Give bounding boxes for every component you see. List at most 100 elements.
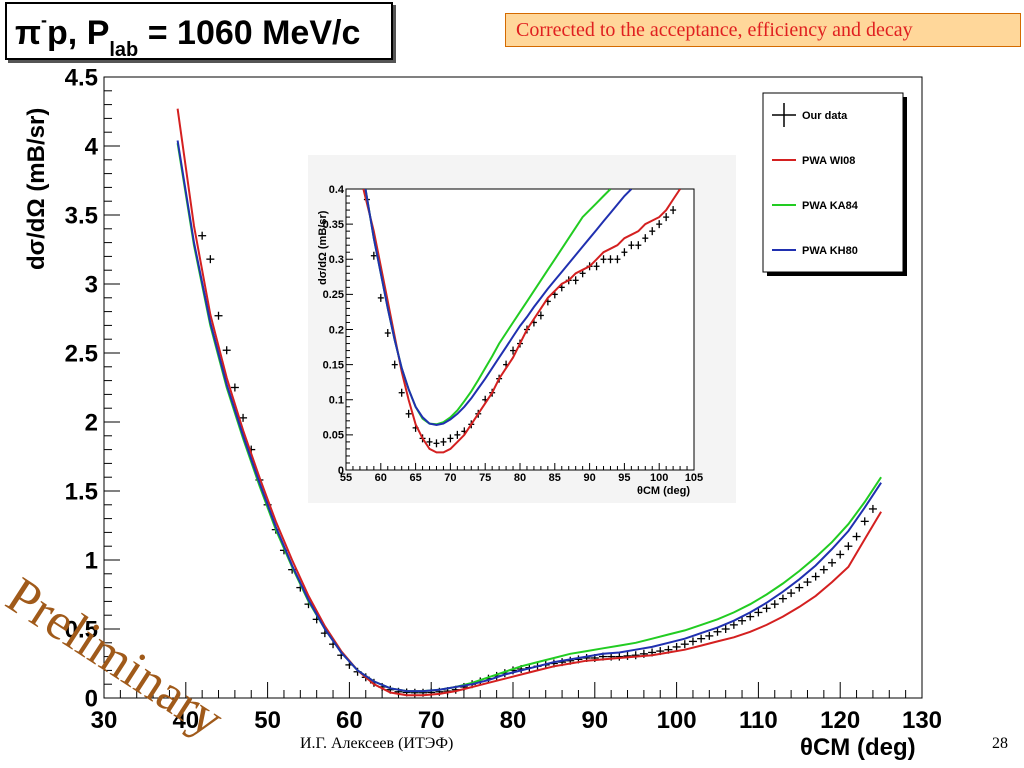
data-point (803, 578, 812, 587)
x-tick-label: 70 (418, 707, 445, 734)
data-point (868, 504, 877, 513)
data-point (778, 594, 787, 603)
legend-label: PWA KH80 (802, 245, 858, 257)
data-point (600, 255, 607, 264)
data-point (405, 409, 412, 418)
legend-entry: PWA KH80 (772, 245, 858, 257)
x-tick-label: 100 (657, 707, 697, 734)
data-point (746, 612, 755, 621)
data-point (721, 625, 730, 633)
x-tick-label: 60 (375, 472, 387, 484)
data-point (680, 640, 689, 649)
y-tick-label: 0 (85, 685, 98, 712)
x-tick-label: 50 (254, 707, 281, 734)
y-tick-label: 1.5 (65, 478, 98, 505)
main-y-axis-label: dσ/dΩ (mB/sr) (23, 108, 50, 270)
x-tick-label: 40 (172, 707, 199, 734)
y-tick-label: 0 (338, 465, 344, 477)
data-point (433, 439, 440, 448)
data-point (642, 234, 649, 243)
data-point (738, 616, 747, 625)
main-axes: 30 40 50 60 70 80 90 100 110 120 13000.511.522.533… (65, 64, 942, 734)
y-tick-label: 0.3 (329, 254, 344, 266)
data-point (623, 651, 632, 660)
y-tick-label: 0.35 (323, 219, 344, 231)
data-point (860, 517, 869, 526)
y-tick-label: 3 (85, 271, 98, 298)
plot-title-box: π-p, Plab = 1060 MeV/c (5, 2, 393, 62)
inset-series (362, 189, 681, 454)
x-tick-label: 105 (685, 472, 703, 484)
data-point (614, 255, 621, 264)
data-point (713, 627, 722, 636)
data-point (615, 652, 624, 661)
data-point (206, 255, 215, 264)
data-point (656, 220, 663, 229)
plot-title: π-p, Plab = 1060 MeV/c (15, 10, 360, 62)
title-text: p, P (47, 14, 110, 52)
data-point (795, 583, 804, 592)
y-tick-label: 2.5 (65, 340, 98, 367)
series-line-pwa-wi08 (362, 189, 681, 454)
legend-entry: PWA KA84 (772, 200, 859, 212)
y-tick-label: 0.1 (329, 395, 344, 407)
x-tick-label: 70 (444, 472, 456, 484)
y-tick-label: 0.25 (323, 289, 344, 301)
data-point (819, 565, 828, 574)
y-tick-label: 3.5 (65, 202, 98, 229)
data-point (663, 213, 670, 222)
x-tick-label: 90 (581, 707, 608, 734)
main-x-axis-label: θCM (deg) (800, 734, 916, 761)
data-point (852, 532, 861, 541)
y-tick-label: 0.15 (323, 359, 344, 371)
data-point (770, 600, 779, 609)
data-point (384, 329, 391, 338)
data-point (631, 651, 640, 660)
legend-entry: Our data (772, 103, 848, 127)
title-charge: - (41, 10, 48, 30)
data-point (670, 206, 677, 215)
y-tick-label: 4.5 (65, 64, 98, 91)
x-tick-label: 75 (479, 472, 491, 484)
data-point (762, 604, 771, 613)
data-point (426, 437, 433, 446)
data-point (572, 276, 579, 285)
data-point (828, 558, 837, 567)
data-point (787, 589, 796, 598)
data-point (729, 620, 738, 629)
legend: Our data PWA WI08 PWA KA84 PWA KH80 (772, 103, 859, 257)
inset-y-axis-label: dσ/dΩ (mB/sr) (317, 210, 329, 285)
x-tick-label: 120 (820, 707, 860, 734)
data-point (398, 388, 405, 397)
data-point (198, 231, 207, 240)
legend-label: PWA KA84 (802, 200, 859, 212)
main-series (176, 108, 882, 697)
x-tick-label: 80 (514, 472, 526, 484)
data-point (811, 572, 820, 581)
data-point (688, 637, 697, 646)
data-point (377, 293, 384, 302)
data-point (440, 437, 447, 446)
inset-axes: 55 60 65 70 75 80 85 90 95 100 105 0 0.05 0.1 0.15 0.2 0… (323, 184, 704, 484)
y-tick-label: 0.5 (65, 616, 98, 643)
data-point (454, 430, 461, 439)
legend-label: PWA WI08 (802, 155, 855, 167)
x-tick-label: 130 (902, 707, 942, 734)
title-pi: π (15, 14, 42, 52)
data-point (607, 255, 614, 264)
data-point (754, 608, 763, 617)
data-point (391, 360, 398, 369)
inset-x-axis-label: θCM (deg) (637, 485, 690, 497)
series-line-pwa-wi08 (176, 108, 882, 697)
data-point (672, 642, 681, 651)
legend-label: Our data (802, 110, 848, 122)
data-point (230, 383, 239, 392)
data-point (697, 634, 706, 643)
x-tick-label: 60 (336, 707, 363, 734)
data-point (370, 251, 377, 260)
x-tick-label: 110 (739, 707, 778, 734)
legend-box (762, 92, 904, 273)
footer-page-number: 28 (992, 735, 1008, 752)
data-point (628, 241, 635, 250)
